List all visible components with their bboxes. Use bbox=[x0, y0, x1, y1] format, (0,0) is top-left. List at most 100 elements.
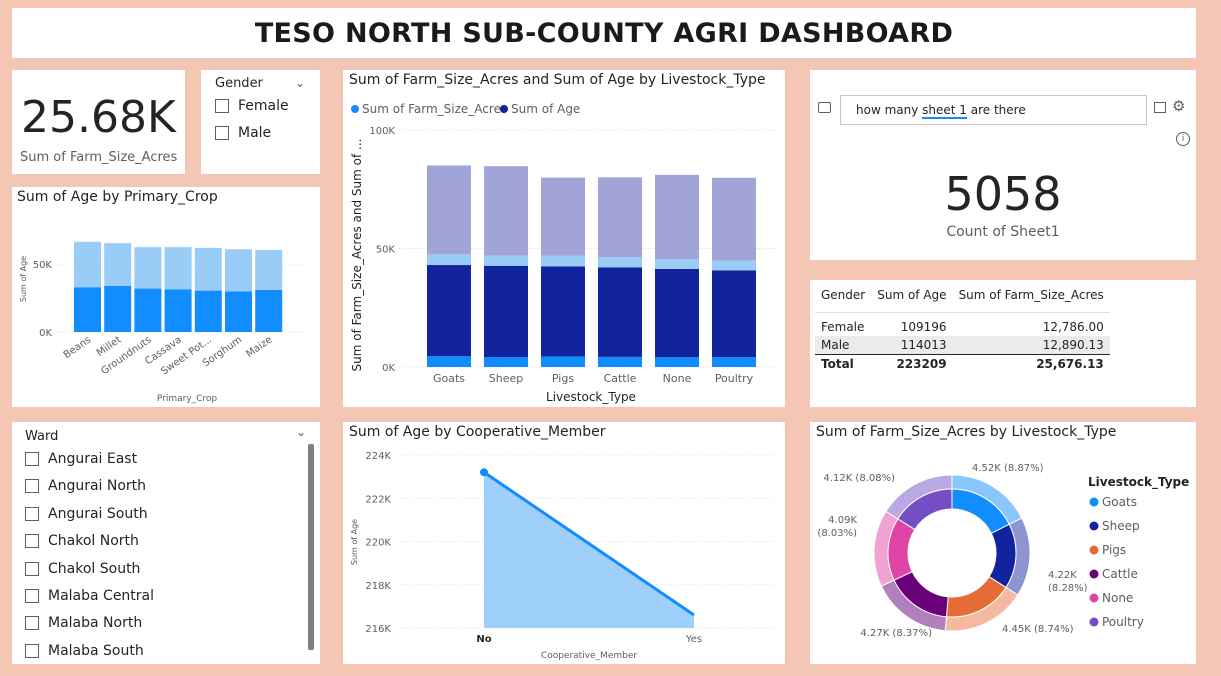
bar-segment bbox=[712, 357, 756, 367]
legend-label: Sum of Farm_Size_Acres bbox=[362, 102, 507, 116]
crop-chart-title: Sum of Age by Primary_Crop bbox=[17, 189, 218, 205]
bar-segment bbox=[104, 243, 132, 286]
ward-option[interactable]: Angurai South bbox=[25, 506, 148, 522]
y-tick-label: 224K bbox=[365, 451, 391, 462]
legend-marker bbox=[1089, 545, 1099, 555]
checkbox-icon[interactable] bbox=[25, 506, 39, 521]
x-axis-title: Primary_Crop bbox=[157, 394, 218, 404]
donut-slice bbox=[897, 488, 953, 531]
donut-chart-panel[interactable]: Sum of Farm_Size_Acres by Livestock_Type… bbox=[810, 422, 1196, 664]
ward-option[interactable]: Angurai North bbox=[25, 478, 146, 494]
ward-option-label: Malaba North bbox=[48, 615, 143, 632]
ward-option[interactable]: Chakol South bbox=[25, 561, 140, 577]
bar-segment bbox=[541, 177, 585, 256]
area-fill bbox=[484, 472, 694, 628]
legend-marker bbox=[1089, 569, 1099, 579]
qa-card[interactable]: how many sheet 1 are there ⚙ i 5058 Coun… bbox=[810, 70, 1196, 260]
bar-segment bbox=[484, 265, 528, 357]
bar-segment bbox=[255, 289, 283, 332]
data-label: 4.52K (8.87%) bbox=[972, 463, 1044, 474]
bar-segment bbox=[655, 357, 699, 367]
ward-option[interactable]: Malaba South bbox=[25, 643, 144, 659]
checkbox-icon[interactable] bbox=[25, 643, 39, 658]
ward-slicer[interactable]: Ward ⌄ Angurai East Angurai North Angurai … bbox=[12, 422, 320, 664]
checkbox-icon[interactable] bbox=[215, 99, 229, 113]
ward-option[interactable]: Malaba Central bbox=[25, 588, 154, 604]
table-total-row: Total 223209 25,676.13 bbox=[815, 354, 1110, 374]
bar-segment bbox=[427, 165, 471, 255]
bar-segment bbox=[134, 247, 162, 289]
data-label: 4.45K (8.74%) bbox=[1002, 624, 1074, 635]
checkbox-icon[interactable] bbox=[215, 126, 229, 140]
livestock-chart: Sum of Farm_Size_Acres Sum of Age 0K 50K 100… bbox=[350, 102, 775, 404]
bar-segment bbox=[134, 288, 162, 332]
bar-segment bbox=[74, 241, 101, 288]
ward-option[interactable]: Angurai East bbox=[25, 451, 137, 467]
qa-input[interactable]: how many sheet 1 are there bbox=[840, 95, 1147, 125]
bar-segment bbox=[655, 174, 699, 260]
checkbox-icon[interactable] bbox=[25, 616, 39, 631]
data-label: 4.22K bbox=[1048, 570, 1077, 581]
dashboard-title: TESO NORTH SUB-COUNTY AGRI DASHBOARD bbox=[254, 18, 954, 49]
chat-icon[interactable] bbox=[818, 102, 831, 113]
data-label: 4.09K bbox=[828, 515, 857, 526]
info-icon[interactable]: i bbox=[1176, 132, 1190, 146]
legend-marker bbox=[1089, 593, 1099, 603]
bar-segment bbox=[194, 290, 222, 332]
bar-segment bbox=[225, 249, 252, 292]
bar-segment bbox=[598, 267, 642, 357]
gender-option-female[interactable]: Female bbox=[215, 98, 289, 114]
checkbox-icon[interactable] bbox=[25, 561, 39, 576]
legend-marker bbox=[1089, 617, 1099, 627]
legend-label: Goats bbox=[1102, 495, 1137, 509]
x-tick-label: Yes bbox=[685, 634, 702, 645]
bar-segment bbox=[712, 260, 756, 271]
coop-chart-panel[interactable]: Sum of Age by Cooperative_Member 216K 218… bbox=[343, 422, 785, 664]
data-label: 4.27K (8.37%) bbox=[860, 628, 932, 639]
y-tick-label: 50K bbox=[376, 245, 396, 256]
x-tick-label: Sheep bbox=[489, 372, 523, 385]
coop-chart-title: Sum of Age by Cooperative_Member bbox=[349, 424, 606, 440]
crop-chart-panel[interactable]: Sum of Age by Primary_Crop 0K 50K Beans Mil… bbox=[12, 187, 320, 407]
legend-label: Sheep bbox=[1102, 519, 1140, 533]
y-tick-label: 100K bbox=[369, 126, 395, 137]
gender-table-panel[interactable]: Gender Sum of Age Sum of Farm_Size_Acres… bbox=[810, 280, 1196, 407]
bar-segment bbox=[655, 268, 699, 358]
bar-segment bbox=[427, 356, 471, 367]
ward-option[interactable]: Malaba North bbox=[25, 615, 142, 631]
livestock-chart-panel[interactable]: Sum of Farm_Size_Acres and Sum of Age by… bbox=[343, 70, 785, 407]
legend-marker bbox=[1089, 497, 1099, 507]
y-tick-label: 50K bbox=[33, 260, 53, 271]
checkbox-icon[interactable] bbox=[25, 452, 39, 466]
y-tick-label: 0K bbox=[382, 363, 395, 374]
kpi-card[interactable]: 25.68K Sum of Farm_Size_Acres bbox=[12, 70, 185, 174]
checkbox-icon[interactable] bbox=[25, 479, 39, 494]
x-axis-title: Livestock_Type bbox=[546, 390, 636, 404]
x-axis-title: Cooperative_Member bbox=[541, 651, 637, 661]
ward-option[interactable]: Chakol North bbox=[25, 533, 139, 549]
bar-segment bbox=[484, 356, 528, 367]
bar-segment bbox=[655, 259, 699, 269]
checkbox-icon[interactable] bbox=[25, 534, 39, 549]
legend-label: Sum of Age bbox=[511, 102, 580, 116]
table-header-cell: Sum of Age bbox=[877, 288, 947, 302]
x-tick-label: Beans bbox=[62, 334, 93, 361]
gender-option-male[interactable]: Male bbox=[215, 125, 271, 141]
gear-icon[interactable]: ⚙ bbox=[1172, 97, 1186, 115]
table-row: Male 114013 12,890.13 bbox=[815, 336, 1110, 355]
legend-label: None bbox=[1102, 591, 1133, 605]
gender-table: Gender Sum of Age Sum of Farm_Size_Acres… bbox=[815, 286, 1110, 373]
scrollbar[interactable] bbox=[308, 444, 314, 650]
kpi-label: Sum of Farm_Size_Acres bbox=[20, 150, 178, 165]
convert-icon[interactable] bbox=[1154, 102, 1166, 113]
ward-option-label: Angurai East bbox=[48, 451, 138, 467]
gender-slicer[interactable]: Gender ⌄ Female Male bbox=[201, 70, 320, 174]
qa-value: 5058 bbox=[944, 167, 1062, 221]
x-tick-label: No bbox=[476, 634, 491, 645]
table-row: Female 109196 12,786.00 bbox=[815, 312, 1110, 337]
chevron-down-icon[interactable]: ⌄ bbox=[295, 76, 306, 90]
chevron-down-icon[interactable]: ⌄ bbox=[296, 425, 307, 439]
checkbox-icon[interactable] bbox=[25, 589, 39, 603]
bar-segment bbox=[104, 285, 132, 332]
bar-segment bbox=[712, 270, 756, 358]
